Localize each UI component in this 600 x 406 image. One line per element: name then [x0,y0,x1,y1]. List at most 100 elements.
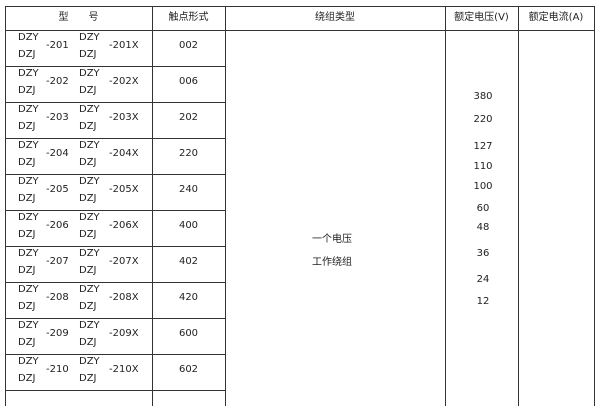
table-row: DZY DZJ -203 DZY DZJ -203X 202 [0,102,225,138]
header-current: 额定电流(A) [528,12,584,23]
model-a2: DZJ [18,193,36,204]
header-contact: 触点形式 [168,12,209,23]
table-row: DZY DZJ -208 DZY DZJ -208X 420 [0,282,225,318]
model-numx: -203X [109,112,139,123]
row-divider [5,390,225,391]
row-divider [5,66,225,67]
column-divider [445,6,446,406]
table-row: DZY DZJ -202 DZY DZJ -202X 006 [0,66,225,102]
contact-form: 006 [178,76,199,87]
model-a1: DZY [18,212,39,223]
column-divider [518,6,519,406]
model-num: -208 [46,292,69,303]
row-divider [5,174,225,175]
row-divider [5,210,225,211]
row-divider [5,102,225,103]
model-b2: DZJ [79,121,97,132]
row-divider [5,354,225,355]
model-b1: DZY [79,176,100,187]
model-numx: -207X [109,256,139,267]
model-a1: DZY [18,176,39,187]
model-a2: DZJ [18,301,36,312]
model-num: -202 [46,76,69,87]
model-b2: DZJ [79,49,97,60]
voltage-value: 220 [473,114,493,125]
model-b2: DZJ [79,337,97,348]
model-a1: DZY [18,356,39,367]
contact-form: 002 [178,40,199,51]
model-numx: -201X [109,40,139,51]
model-a1: DZY [18,248,39,259]
model-b2: DZJ [79,229,97,240]
model-num: -210 [46,364,69,375]
header-model: 型 号 [58,12,99,23]
model-numx: -206X [109,220,139,231]
model-b1: DZY [79,284,100,295]
model-b1: DZY [79,212,100,223]
winding-line2: 工作绕组 [312,257,352,268]
model-a2: DZJ [18,49,36,60]
contact-form: 602 [178,364,199,375]
winding-line1: 一个电压 [312,234,352,245]
header-divider [5,30,595,31]
model-b1: DZY [79,32,100,43]
model-b1: DZY [79,320,100,331]
model-a2: DZJ [18,121,36,132]
column-divider [152,6,153,406]
contact-form: 600 [178,328,199,339]
table-row: DZY DZJ -204 DZY DZJ -204X 220 [0,138,225,174]
model-num: -203 [46,112,69,123]
model-a2: DZJ [18,337,36,348]
voltage-value: 60 [476,203,490,214]
model-a1: DZY [18,68,39,79]
model-num: -207 [46,256,69,267]
voltage-value: 110 [473,161,493,172]
table-row: DZY DZJ -201 DZY DZJ -201X 002 [0,30,225,66]
model-a2: DZJ [18,265,36,276]
column-divider [225,6,226,406]
model-b2: DZJ [79,193,97,204]
model-b1: DZY [79,68,100,79]
voltage-value: 24 [476,274,490,285]
voltage-value: 12 [476,296,490,307]
model-a2: DZJ [18,373,36,384]
model-numx: -205X [109,184,139,195]
model-num: -209 [46,328,69,339]
contact-form: 402 [178,256,199,267]
voltage-value: 48 [476,222,490,233]
row-divider [5,246,225,247]
model-numx: -202X [109,76,139,87]
model-b2: DZJ [79,265,97,276]
model-b2: DZJ [79,373,97,384]
model-a1: DZY [18,104,39,115]
model-a1: DZY [18,32,39,43]
table-row: DZY DZJ -209 DZY DZJ -209X 600 [0,318,225,354]
table-row: DZY DZJ -205 DZY DZJ -205X 240 [0,174,225,210]
header-voltage: 额定电压(V) [454,12,509,23]
column-divider [594,6,595,406]
contact-form: 240 [178,184,199,195]
row-divider [5,282,225,283]
contact-form: 220 [178,148,199,159]
model-b2: DZJ [79,301,97,312]
table-row: DZY DZJ -207 DZY DZJ -207X 402 [0,246,225,282]
model-numx: -208X [109,292,139,303]
model-a2: DZJ [18,229,36,240]
model-b1: DZY [79,248,100,259]
model-num: -204 [46,148,69,159]
table-row: DZY DZJ -210 DZY DZJ -210X 602 [0,354,225,390]
model-num: -201 [46,40,69,51]
voltage-value: 127 [473,141,493,152]
model-b1: DZY [79,104,100,115]
table-row: DZY DZJ -206 DZY DZJ -206X 400 [0,210,225,246]
model-numx: -209X [109,328,139,339]
model-a1: DZY [18,320,39,331]
model-b1: DZY [79,140,100,151]
contact-form: 400 [178,220,199,231]
model-a1: DZY [18,284,39,295]
row-divider [5,318,225,319]
voltage-value: 100 [473,181,493,192]
voltage-value: 380 [473,91,493,102]
row-divider [5,138,225,139]
table-border-top [5,6,595,7]
